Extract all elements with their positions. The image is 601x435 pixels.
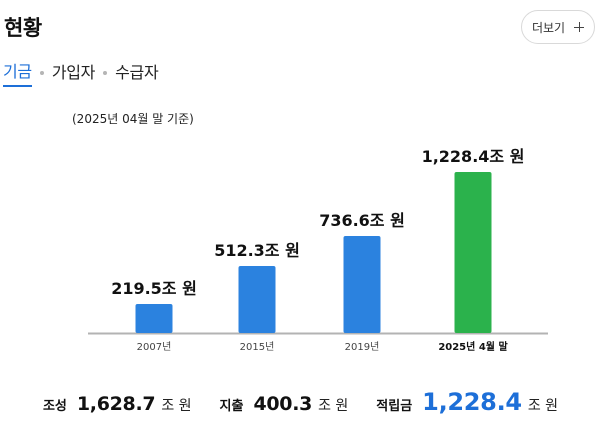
summary-unit: 조 원	[161, 398, 192, 414]
summary-reserve: 적립금 1,228.4 조 원	[376, 388, 558, 416]
page-title: 현황	[4, 16, 42, 40]
tab-separator	[103, 70, 108, 75]
x-tick-label-1: 2015년	[240, 341, 275, 353]
plus-icon	[574, 22, 585, 32]
summary-label: 적립금	[376, 399, 413, 414]
summary-label: 조성	[42, 399, 67, 414]
bar-1	[238, 266, 276, 333]
bar-3	[454, 172, 492, 333]
summary-value: 1,228.4	[422, 388, 522, 416]
summary-value: 1,628.7	[76, 393, 156, 415]
data-label-3: 1,228.4조 원	[422, 147, 525, 166]
bar-2	[343, 236, 381, 333]
x-tick-label-2: 2019년	[345, 341, 380, 353]
summary-unit: 조 원	[318, 398, 349, 414]
bar-0	[135, 304, 173, 333]
summary-value: 400.3	[253, 393, 313, 415]
summary-expenditure: 지출 400.3 조 원	[220, 393, 349, 415]
date-note: (2025년 04월 말 기준)	[72, 112, 194, 126]
tab-subscribers[interactable]: 가입자	[51, 63, 96, 82]
summary-bar: 조성 1,628.7 조 원 지출 400.3 조 원 적립금 1,228.4 …	[0, 388, 601, 416]
tab-separator	[39, 70, 44, 75]
data-label-1: 512.3조 원	[214, 241, 300, 260]
data-label-0: 219.5조 원	[111, 279, 197, 298]
tab-beneficiaries[interactable]: 수급자	[115, 63, 159, 82]
more-button-label: 더보기	[531, 20, 566, 35]
summary-unit: 조 원	[527, 398, 559, 414]
summary-label: 지출	[219, 399, 244, 414]
data-label-2: 736.6조 원	[319, 211, 405, 230]
tab-fund[interactable]: 기금	[3, 58, 32, 87]
bar-chart: 219.5조 원 2007년 512.3조 원 2015년 736.6조 원 2019년 1…	[88, 147, 548, 353]
more-button[interactable]: 더보기	[521, 10, 595, 44]
tab-bar: 기금 가입자 수급자	[3, 58, 159, 87]
x-tick-label-3: 2025년 4월 말	[438, 340, 508, 353]
summary-formation: 조성 1,628.7 조 원	[43, 393, 192, 415]
x-tick-label-0: 2007년	[137, 341, 172, 353]
